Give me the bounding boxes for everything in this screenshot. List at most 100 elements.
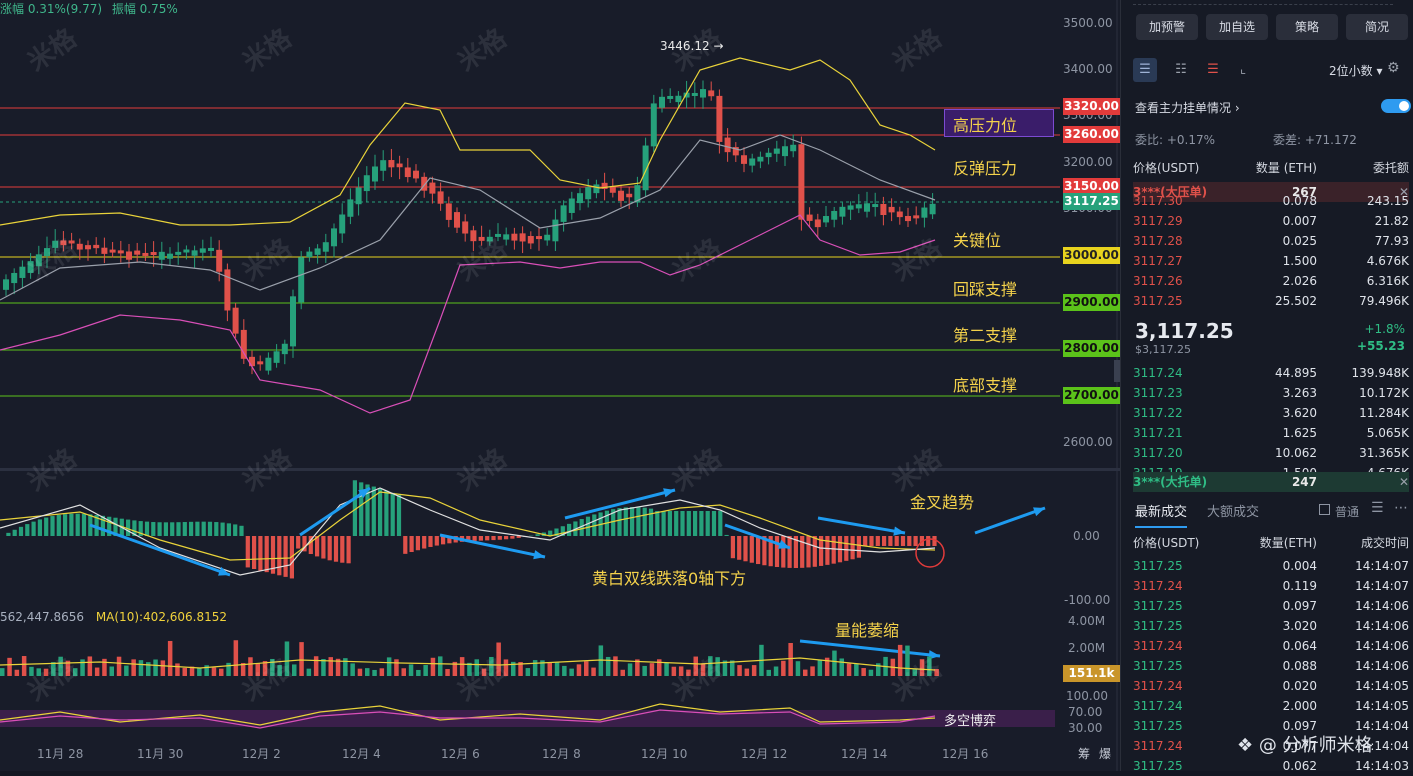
book-header-amount[interactable]: 委托额 (1373, 158, 1409, 178)
tab-large-trades[interactable]: 大额成交 (1207, 501, 1259, 520)
volume-bar (569, 669, 574, 676)
volume-bar (131, 659, 136, 676)
main-order-toggle[interactable] (1381, 99, 1411, 113)
pane-divider[interactable] (0, 468, 1120, 471)
trade-header-qty[interactable]: 数量(ETH) (1260, 533, 1317, 553)
kline-chart[interactable]: 涨幅 0.31%(9.77) 振幅 0.75% 3500.00 3400.00 … (0, 0, 1120, 771)
candle (864, 203, 870, 211)
more-icon[interactable]: ⋯ (1394, 500, 1408, 516)
candle (241, 330, 247, 359)
filter-icon[interactable]: ☰ (1371, 500, 1384, 516)
candle (798, 144, 804, 219)
macd-bar (384, 491, 388, 536)
tab-latest-trades[interactable]: 最新成交 (1135, 501, 1187, 528)
macd-bar (687, 511, 691, 536)
volume-bar (423, 665, 428, 676)
normal-checkbox[interactable] (1319, 504, 1330, 515)
layout-bids-icon[interactable]: ⌞ (1231, 58, 1255, 82)
trade-row-qty: 0.062 (1283, 756, 1317, 776)
macd-bar (800, 536, 804, 568)
bollinger-lower (0, 215, 935, 413)
volume-bar (482, 669, 487, 676)
macd-bar (397, 495, 401, 536)
macd-bar (617, 508, 621, 536)
candle (470, 230, 476, 241)
volume-bar (701, 663, 706, 676)
add-favorite-button[interactable]: 加自选 (1206, 14, 1268, 40)
volume-bar (642, 666, 647, 676)
volume-bar (350, 663, 355, 676)
trade-row-price: 3117.25 (1133, 716, 1183, 736)
macd-bar (498, 536, 502, 540)
date-axis-10: 12月 16 (942, 745, 988, 762)
volume-ma: MA(10):402,606.8152 (96, 610, 227, 624)
add-alert-button[interactable]: 加预警 (1136, 14, 1198, 40)
candle (290, 296, 296, 346)
macd-bar (347, 536, 351, 563)
trade-row-value: 14:14:06 (1355, 636, 1409, 656)
volume-bar (715, 657, 720, 676)
candle (405, 167, 411, 177)
macd-bar (25, 524, 29, 536)
volume-bar (285, 641, 290, 676)
volume-bar (307, 669, 312, 676)
candle (618, 191, 624, 201)
liquidation-button[interactable]: 爆 (1099, 745, 1111, 762)
settings-icon[interactable]: ⚙ (1387, 60, 1400, 76)
close-icon[interactable]: ✕ (1399, 472, 1409, 492)
decimals-select[interactable]: 2位小数 ▾ (1329, 62, 1382, 79)
chip-button[interactable]: 筹 (1078, 745, 1090, 762)
candle (85, 245, 91, 249)
candle (790, 145, 796, 151)
macd-bar (189, 522, 193, 536)
annotation-longshort: 多空博弈 (944, 710, 996, 729)
strategy-button[interactable]: 策略 (1276, 14, 1338, 40)
candle (585, 187, 591, 199)
big-bid-row[interactable]: 3***(大托单) 247 ✕ (1133, 472, 1409, 492)
volume-value: 562,447.8656 (0, 610, 84, 624)
macd-bar (321, 536, 325, 559)
ask-row-price: 3117.29 (1133, 211, 1183, 231)
volume-tag: 151.1k (1063, 665, 1120, 682)
volume-arrow (800, 641, 940, 656)
volume-bar (533, 660, 538, 676)
volume-bar (562, 666, 567, 676)
layout-list-icon[interactable]: ☷ (1169, 58, 1193, 82)
candle (880, 204, 886, 215)
candle (520, 233, 526, 241)
annotation-pullback-support: 回踩支撑 (953, 276, 1017, 300)
macd-bar (832, 536, 836, 564)
macd-bar (479, 536, 483, 541)
date-axis-5: 12月 6 (441, 745, 480, 762)
overview-button[interactable]: 简况 (1346, 14, 1408, 40)
main-order-link[interactable]: 查看主力挂单情况 › (1135, 99, 1240, 116)
layout-both-icon[interactable]: ☰ (1133, 58, 1157, 82)
candle (479, 237, 485, 241)
candle (438, 191, 444, 203)
macd-bar (151, 522, 155, 536)
book-header-qty[interactable]: 数量 (ETH) (1256, 158, 1317, 178)
volume-bar (73, 668, 78, 676)
layout-asks-icon[interactable]: ☰ (1201, 58, 1225, 82)
macd-bar (19, 527, 23, 536)
